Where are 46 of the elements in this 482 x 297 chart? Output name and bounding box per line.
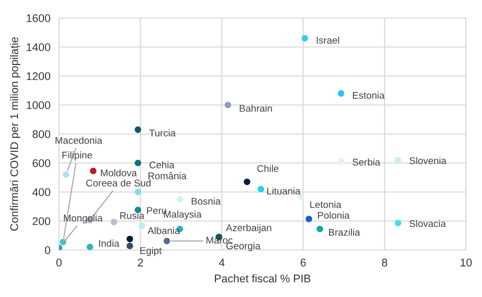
x-axis-title: Pachet fiscal % PIB	[214, 274, 310, 282]
series-label: Bahrain	[240, 104, 272, 112]
series-label: Lituania	[267, 187, 300, 194]
x-tick-label: 0	[56, 258, 62, 266]
series-label: Israel	[316, 36, 340, 44]
y-tick-label: 1000	[26, 101, 50, 110]
x-tick-label: 2	[138, 258, 143, 266]
series-label: Rusia	[120, 212, 144, 220]
series-label: Azerbaijan	[226, 224, 272, 234]
series-label: Slovenia	[410, 156, 446, 164]
series-label: Albania	[148, 226, 180, 234]
series-label: Slovacia	[410, 220, 446, 228]
series-label: Bosnia	[192, 197, 221, 205]
series-label: Letonia	[310, 200, 342, 208]
series-label: Peru	[147, 207, 166, 214]
series-label: Egipt	[140, 246, 162, 256]
series-label: Turcia	[149, 129, 176, 136]
y-tick-label: 1200	[26, 72, 50, 80]
text: Mongolia	[64, 214, 103, 224]
y-tick-label: 1400	[26, 43, 50, 52]
y-tick-label: 1600	[26, 14, 50, 22]
series-label: Cehia	[150, 161, 174, 168]
series-label: Malaysia	[164, 210, 202, 220]
series-label: India	[99, 240, 120, 247]
series-label: Polonia	[318, 212, 350, 219]
series-label: România	[148, 172, 187, 180]
text: Macedonia	[56, 136, 102, 144]
x-tick-label: 10	[460, 258, 472, 266]
text: Maroc	[206, 236, 232, 244]
series-label: Serbia	[352, 158, 380, 166]
series-label: Chile	[257, 164, 278, 172]
series-label: Estonia	[352, 92, 385, 99]
x-tick-label: 4	[218, 258, 225, 266]
y-tick-label: 200	[32, 217, 50, 226]
series-label: Georgia	[226, 242, 260, 252]
y-axis-title: Confirmări COVID per 1 milion popilație	[10, 37, 20, 231]
series-label: Moldova	[100, 169, 137, 176]
x-tick-label: 8	[382, 258, 388, 266]
text: Filipine	[62, 151, 92, 160]
y-tick-label: 400	[32, 188, 50, 196]
text: Coreea de Sud	[86, 179, 151, 186]
y-tick-label: 600	[32, 159, 50, 168]
y-tick-label: 0	[44, 246, 50, 254]
x-tick-label: 6	[300, 258, 306, 266]
series-label: Brazilia	[329, 228, 360, 236]
y-tick-label: 800	[32, 130, 50, 138]
